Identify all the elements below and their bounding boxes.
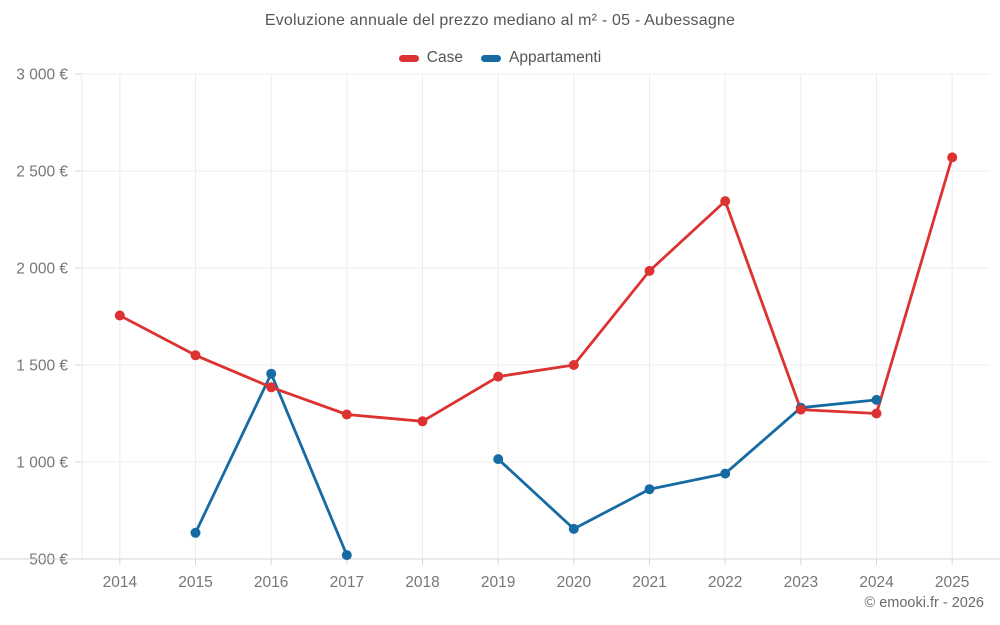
point-appartamenti-2020[interactable]: [568, 523, 579, 534]
point-case-2021[interactable]: [644, 265, 655, 276]
legend-swatch-case: [398, 54, 419, 62]
legend: Case Appartamenti: [0, 48, 1000, 68]
point-case-2014[interactable]: [114, 310, 125, 321]
case-line: [119, 157, 954, 423]
x-axis-label: 2022: [708, 574, 742, 591]
point-appartamenti-2017[interactable]: [341, 550, 352, 561]
point-appartamenti-2015[interactable]: [190, 527, 201, 538]
y-axis-label: 1 000 €: [16, 455, 68, 472]
x-axis-label: 2024: [859, 574, 894, 591]
point-case-2016[interactable]: [266, 382, 277, 393]
point-case-2023[interactable]: [795, 404, 806, 415]
chart-title: Evoluzione annuale del prezzo mediano al…: [264, 12, 736, 29]
point-case-2024[interactable]: [871, 408, 882, 419]
appartamenti-line: [194, 372, 877, 556]
x-axis-label: 2023: [784, 574, 818, 591]
legend-item-appartamenti[interactable]: Appartamenti: [480, 49, 602, 67]
legend-item-case[interactable]: Case: [398, 49, 463, 67]
y-axis-label: 2 000 €: [16, 261, 68, 278]
legend-swatch-appartamenti: [480, 54, 501, 62]
y-axis-label: 1 500 €: [16, 358, 68, 375]
copyright: © emooki.fr - 2026: [864, 595, 984, 611]
y-axis-label: 500 €: [29, 552, 68, 569]
y-axis-label: 2 500 €: [16, 164, 68, 181]
point-case-2019[interactable]: [493, 371, 504, 382]
point-appartamenti-2022[interactable]: [720, 468, 731, 479]
point-case-2017[interactable]: [341, 409, 352, 420]
x-axis-label: 2014: [103, 574, 138, 591]
y-axis-label: 3 000 €: [16, 67, 68, 84]
point-appartamenti-2024[interactable]: [871, 394, 882, 405]
x-axis-label: 2016: [254, 574, 288, 591]
legend-label: Appartamenti: [508, 49, 602, 66]
point-case-2025[interactable]: [947, 152, 958, 163]
point-appartamenti-2019[interactable]: [493, 454, 504, 465]
x-axis-label: 2015: [178, 574, 212, 591]
point-case-2020[interactable]: [568, 360, 579, 370]
x-axis-label: 2021: [632, 574, 666, 591]
x-axis-label: 2018: [405, 574, 439, 591]
x-axis-label: 2017: [330, 574, 364, 591]
point-case-2018[interactable]: [417, 416, 428, 427]
x-axis-label: 2019: [481, 574, 515, 591]
legend-label: Case: [426, 49, 463, 66]
point-appartamenti-2021[interactable]: [644, 484, 655, 495]
x-axis-label: 2020: [557, 574, 592, 591]
point-appartamenti-2016[interactable]: [266, 368, 277, 379]
x-axis-label: 2025: [935, 574, 969, 591]
point-case-2022[interactable]: [720, 196, 731, 207]
point-case-2015[interactable]: [190, 350, 201, 361]
